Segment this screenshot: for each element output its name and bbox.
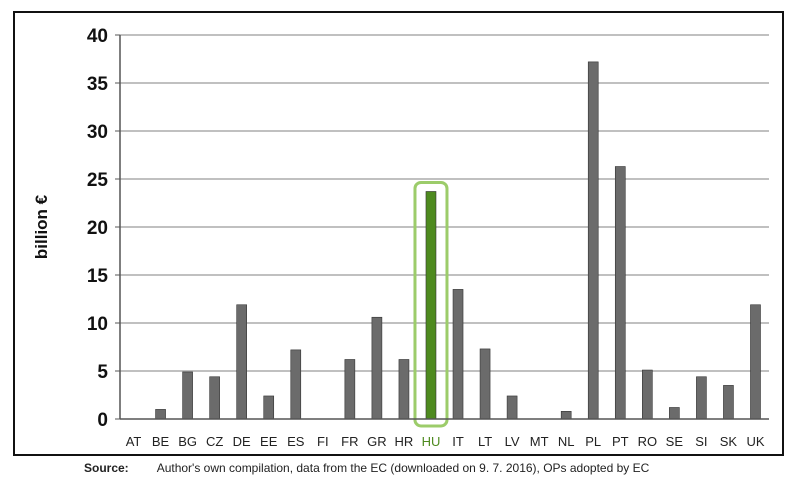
bar-pt [614, 166, 626, 420]
chart-frame: 0 5 10 15 20 25 30 35 40 AT BE BG CZ DE EE ES FI FR GR HR H… [13, 11, 784, 456]
x-tick-label: IT [452, 434, 464, 449]
x-tick-label: CZ [206, 434, 223, 449]
x-tick-label: AT [126, 434, 142, 449]
bars [155, 61, 761, 428]
y-tick-label: 35 [87, 74, 109, 95]
bar-sk [723, 385, 734, 420]
x-tick-label: NL [558, 434, 575, 449]
x-tick-label: UK [746, 434, 764, 449]
bar-be [155, 409, 166, 420]
bar-ee [263, 395, 275, 420]
x-tick-label: LT [478, 434, 492, 449]
x-tick-label: GR [367, 434, 387, 449]
x-tick-label: LV [505, 434, 520, 449]
bar-se [669, 407, 680, 420]
bar-si [696, 376, 707, 420]
x-tick-label: SK [720, 434, 738, 449]
y-tick-label: 10 [87, 314, 108, 335]
bar-chart: 0 5 10 15 20 25 30 35 40 AT BE BG CZ DE EE ES FI FR GR HR H… [32, 26, 769, 449]
x-tick-label: PL [585, 434, 601, 449]
bar-es [290, 349, 302, 420]
x-axis-ticks: AT BE BG CZ DE EE ES FI FR GR HR HU IT LT LV MT NL PL PT RO… [126, 434, 765, 449]
bar-pl [587, 61, 599, 420]
x-tick-label: DE [233, 434, 251, 449]
x-tick-label: RO [638, 434, 658, 449]
x-tick-label: ES [287, 434, 305, 449]
y-axis-ticks: 0 5 10 15 20 25 30 35 40 [87, 26, 120, 431]
y-tick-label: 40 [87, 26, 108, 47]
bar-hu [425, 191, 437, 420]
bar-bg [182, 371, 193, 420]
y-tick-label: 20 [87, 218, 108, 239]
y-tick-label: 5 [97, 362, 108, 383]
bar-it [452, 289, 464, 420]
y-axis-label: billion € [32, 194, 51, 259]
x-tick-label: BG [178, 434, 197, 449]
gridlines [120, 34, 769, 372]
bar-hr [398, 359, 410, 420]
bar-nl [560, 411, 572, 420]
bar-ro [642, 369, 653, 420]
bar-uk [750, 304, 761, 420]
bar-lt [479, 348, 491, 420]
x-tick-label: HR [395, 434, 414, 449]
y-tick-label: 15 [87, 266, 109, 287]
bar-gr [371, 316, 383, 420]
highlight-box [413, 180, 449, 428]
bar-de [236, 304, 247, 420]
x-tick-label: SI [695, 434, 707, 449]
y-tick-label: 30 [87, 122, 108, 143]
x-tick-label: HU [422, 434, 441, 449]
y-tick-label: 25 [87, 170, 109, 191]
x-tick-label: SE [666, 434, 684, 449]
bar-fr [344, 359, 356, 420]
source-label: Source: [84, 461, 129, 475]
source-note: Source: Author's own compilation, data fr… [84, 461, 649, 475]
x-tick-label: MT [530, 434, 549, 449]
bar-cz [209, 376, 220, 420]
y-tick-label: 0 [97, 410, 108, 431]
source-text: Author's own compilation, data from the … [156, 461, 650, 475]
x-tick-label: EE [260, 434, 278, 449]
bar-lv [506, 395, 518, 420]
x-tick-label: BE [152, 434, 170, 449]
x-tick-label: FI [317, 434, 329, 449]
x-tick-label: PT [612, 434, 629, 449]
x-tick-label: FR [341, 434, 358, 449]
